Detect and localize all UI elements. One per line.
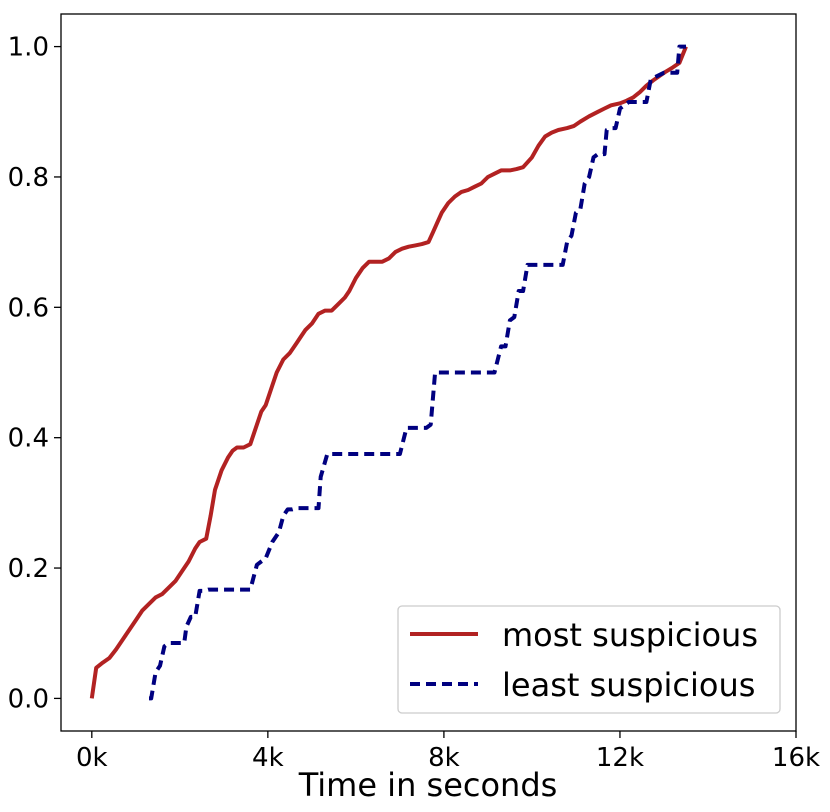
plot-frame bbox=[60, 13, 797, 732]
legend: most suspicious least suspicious bbox=[397, 605, 781, 714]
y-tick-label: 0.6 bbox=[8, 293, 49, 323]
legend-label-most-suspicious: most suspicious bbox=[502, 616, 758, 654]
x-tick-label: 16k bbox=[772, 743, 820, 773]
x-tick-label: 12k bbox=[596, 743, 644, 773]
y-tick-label: 0.0 bbox=[8, 684, 49, 714]
x-axis-title: Time in seconds bbox=[298, 766, 558, 804]
y-tick-label: 0.4 bbox=[8, 424, 49, 454]
series-line-least-suspicious bbox=[149, 44, 686, 701]
x-tick-label: 8k bbox=[428, 743, 460, 773]
x-tick-label: 0k bbox=[76, 743, 108, 773]
legend-box bbox=[397, 605, 781, 714]
y-tick-label: 1.0 bbox=[8, 33, 49, 63]
series-layer bbox=[89, 44, 688, 701]
y-tick-label: 0.2 bbox=[8, 554, 49, 584]
x-tick-label: 4k bbox=[252, 743, 284, 773]
y-tick-label: 0.8 bbox=[8, 163, 49, 193]
y-axis: 0.0 0.2 0.4 0.6 0.8 1.0 bbox=[8, 33, 61, 714]
x-axis: 0k 4k 8k 12k 16k bbox=[76, 731, 820, 773]
legend-label-least-suspicious: least suspicious bbox=[502, 666, 755, 704]
series-line-most-suspicious bbox=[89, 45, 688, 699]
